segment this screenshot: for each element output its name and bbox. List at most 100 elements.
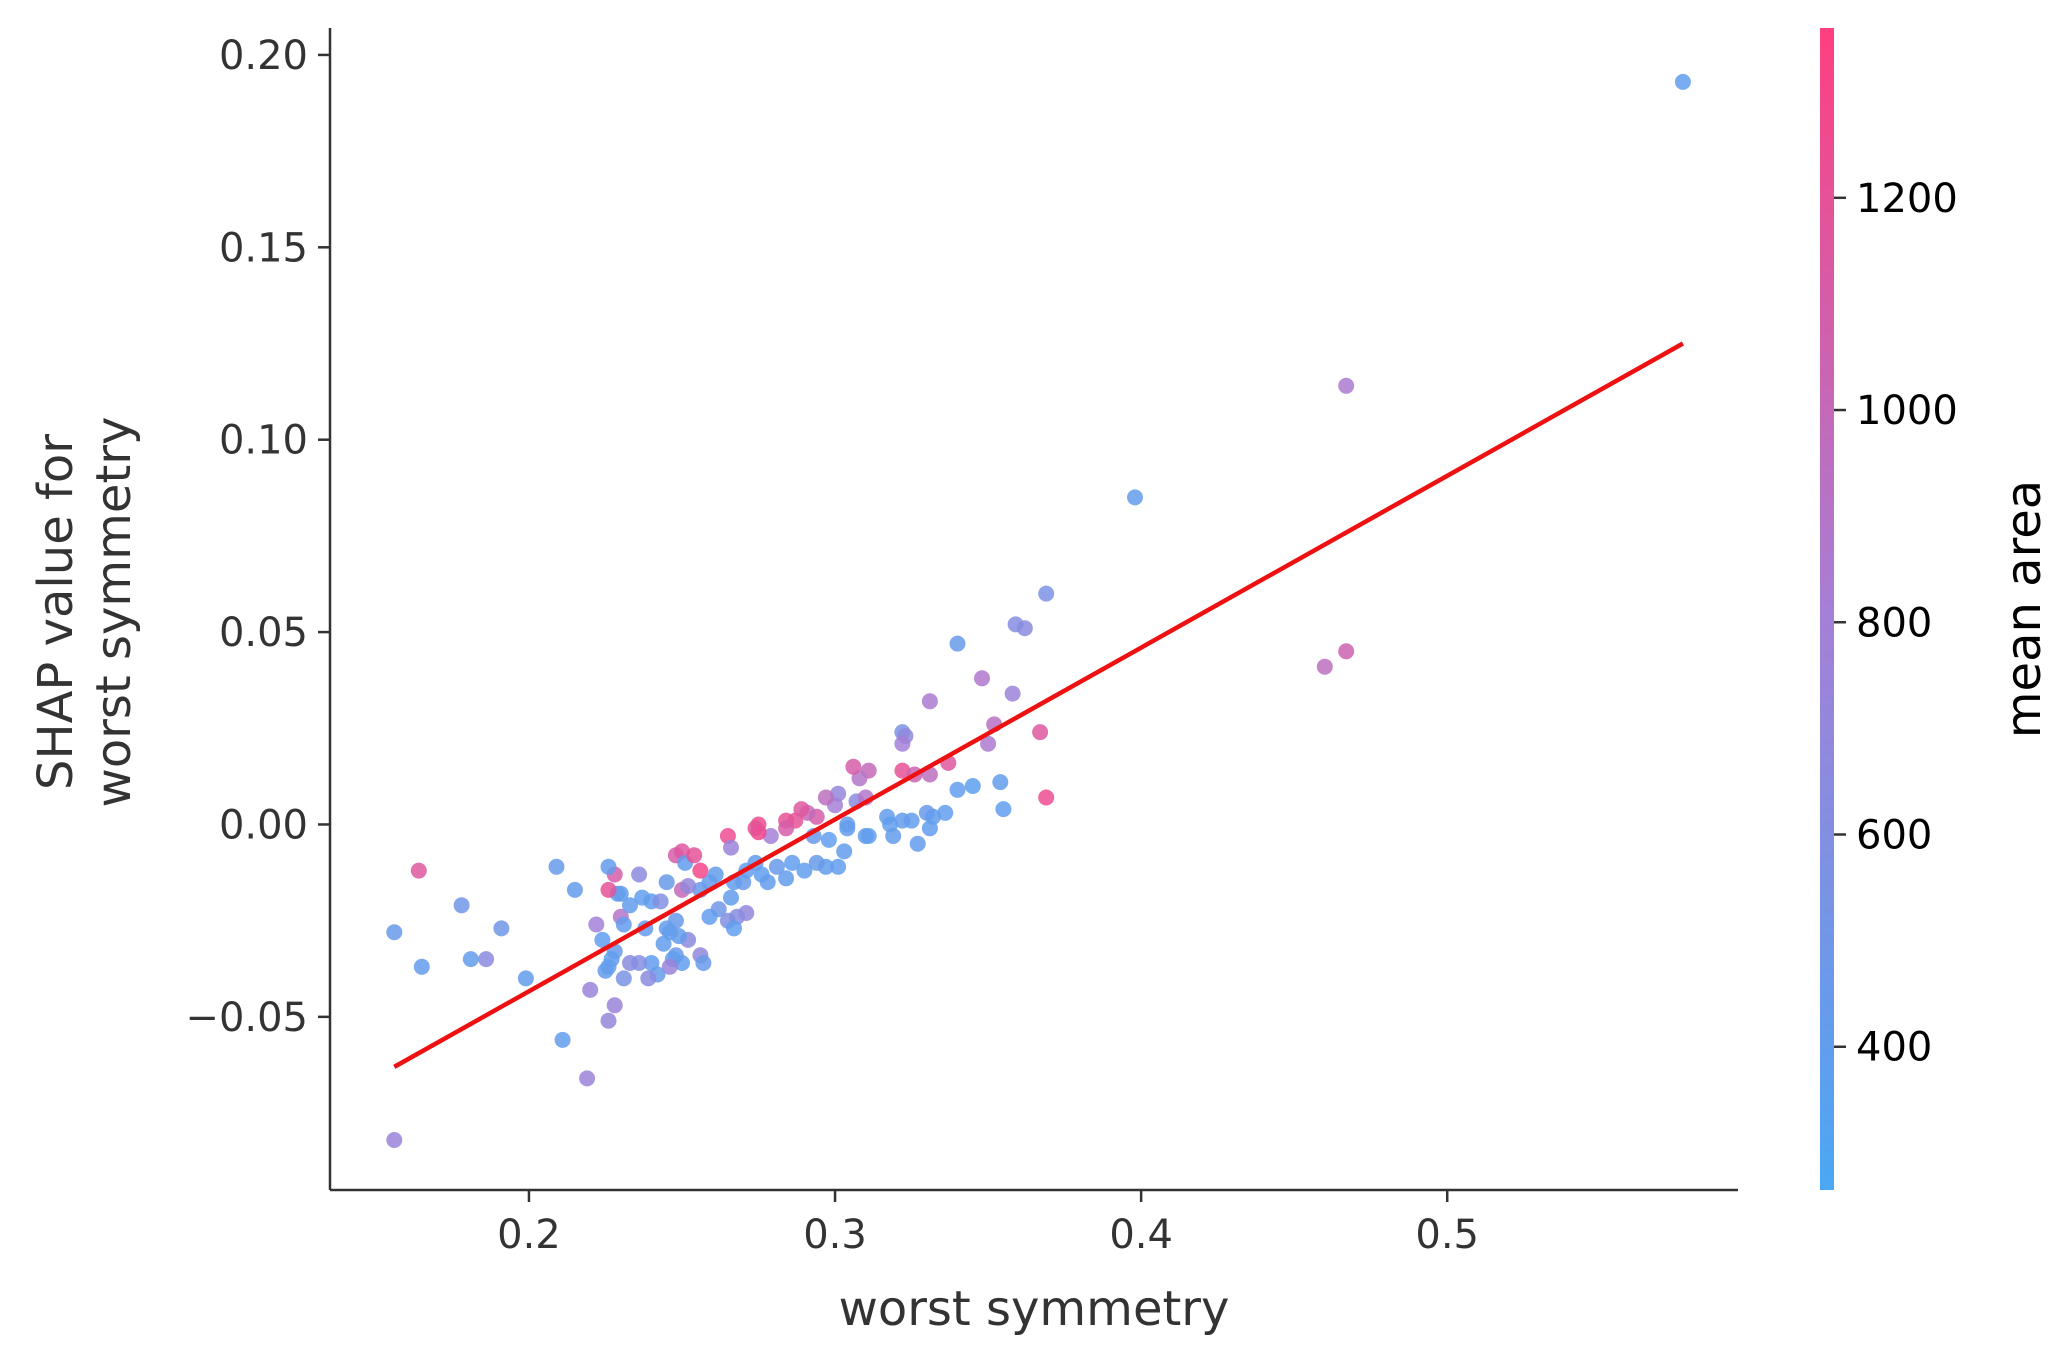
y-axis-ticks: 0.20 0.15 0.10 0.05 0.00 −0.05: [185, 33, 330, 1041]
colorbar-ticks: 400 600 800 1000 1200: [1834, 176, 1958, 1071]
scatter-point: [386, 1132, 403, 1148]
scatter-point: [1674, 73, 1691, 90]
x-tick-label: 0.5: [1415, 1212, 1479, 1258]
scatter-point: [652, 893, 669, 910]
scatter-point: [1127, 489, 1143, 506]
scatter-point: [658, 874, 675, 891]
scatter-point: [964, 778, 981, 794]
scatter-point: [817, 789, 834, 806]
scatter-point: [723, 839, 739, 856]
scatter-point: [493, 920, 510, 937]
y-tick-label: 0.00: [219, 802, 308, 848]
scatter-point: [462, 951, 479, 968]
scatter-point: [517, 970, 534, 987]
scatter-point: [778, 870, 795, 887]
scatter-point: [830, 858, 847, 875]
scatter-point: [643, 955, 660, 971]
colorbar-tick-label: 800: [1856, 600, 1932, 646]
colorbar-gradient: [1820, 28, 1834, 1190]
scatter-point: [548, 858, 565, 875]
y-tick-label: 0.05: [219, 610, 308, 656]
scatter-point: [1038, 789, 1055, 806]
scatter-point: [386, 924, 403, 941]
scatter-point: [992, 774, 1009, 791]
y-tick-label: −0.05: [185, 995, 308, 1041]
scatter-point: [622, 897, 638, 914]
colorbar-tick-label: 1000: [1856, 388, 1958, 434]
scatter-point: [600, 881, 617, 898]
y-axis-title-line-1: SHAP value for: [28, 434, 84, 790]
scatter-point: [658, 920, 675, 937]
y-axis-title: SHAP value for worst symmetry: [28, 417, 142, 808]
scatter-point: [622, 955, 638, 971]
scatter-point: [909, 835, 926, 852]
scatter-point: [686, 847, 703, 864]
scatter-point: [762, 828, 779, 844]
scatter-point: [894, 812, 911, 829]
scatter-point: [453, 897, 470, 914]
trend-line: [393, 341, 1685, 1069]
scatter-point: [726, 920, 742, 937]
colorbar-title: mean area: [1996, 480, 2052, 738]
scatter-point: [796, 862, 813, 879]
scatter-point: [894, 762, 911, 779]
scatter-point: [600, 1012, 617, 1029]
scatter-point: [1032, 724, 1049, 741]
scatter-point: [949, 635, 966, 652]
scatter-point: [723, 889, 739, 906]
y-tick-label: 0.15: [219, 225, 308, 271]
scatter-point: [747, 820, 764, 837]
colorbar: 400 600 800 1000 1200 mean area: [1820, 28, 2052, 1190]
scatter-point: [949, 781, 966, 798]
x-tick-label: 0.4: [1109, 1212, 1173, 1258]
scatter-point: [615, 916, 632, 933]
scatter-point: [478, 951, 495, 968]
x-axis-ticks: 0.2 0.3 0.4 0.5: [497, 1190, 1479, 1258]
scatter-point: [588, 916, 605, 933]
scatter-point: [894, 735, 911, 752]
scatter-point: [768, 858, 785, 875]
scatter-point: [885, 828, 902, 844]
scatter-point: [597, 962, 614, 979]
trend-line-layer: [393, 341, 1685, 1069]
colorbar-title-group: mean area: [1996, 480, 2052, 738]
scatter-point: [921, 820, 938, 837]
scatter-point: [778, 820, 795, 837]
scatter-point: [661, 958, 678, 975]
scatter-point: [655, 935, 672, 952]
y-axis-title-line-2: worst symmetry: [86, 417, 142, 808]
scatter-point: [579, 1070, 596, 1087]
scatter-point: [937, 804, 954, 821]
x-tick-label: 0.2: [497, 1212, 561, 1258]
scatter-point: [701, 908, 718, 925]
x-tick-label: 0.3: [803, 1212, 867, 1258]
scatter-point: [640, 970, 657, 987]
colorbar-tick-label: 1200: [1856, 176, 1958, 222]
scatter-point: [554, 1031, 571, 1048]
scatter-point: [1038, 585, 1055, 602]
scatter-point: [784, 854, 801, 871]
y-tick-label: 0.20: [219, 33, 308, 79]
y-tick-label: 0.10: [219, 418, 308, 464]
scatter-point: [980, 735, 997, 752]
scatter-point: [594, 931, 611, 948]
x-axis-title: worst symmetry: [839, 1281, 1230, 1337]
scatter-point: [836, 843, 853, 860]
scatter-point: [606, 997, 623, 1014]
scatter-point: [839, 820, 856, 837]
scatter-point: [1316, 658, 1333, 675]
scatter-point: [808, 854, 825, 871]
scatter-point: [680, 878, 697, 894]
scatter-point: [631, 866, 648, 883]
scatter-point: [692, 862, 709, 879]
scatter-point: [1338, 377, 1355, 394]
scatter-point: [413, 958, 430, 975]
scatter-point: [1338, 643, 1355, 660]
scatter-point: [995, 801, 1012, 818]
scatter-point: [566, 881, 583, 898]
scatter-point: [921, 693, 938, 710]
colorbar-tick-label: 600: [1856, 813, 1932, 859]
scatter-point: [1004, 685, 1021, 702]
